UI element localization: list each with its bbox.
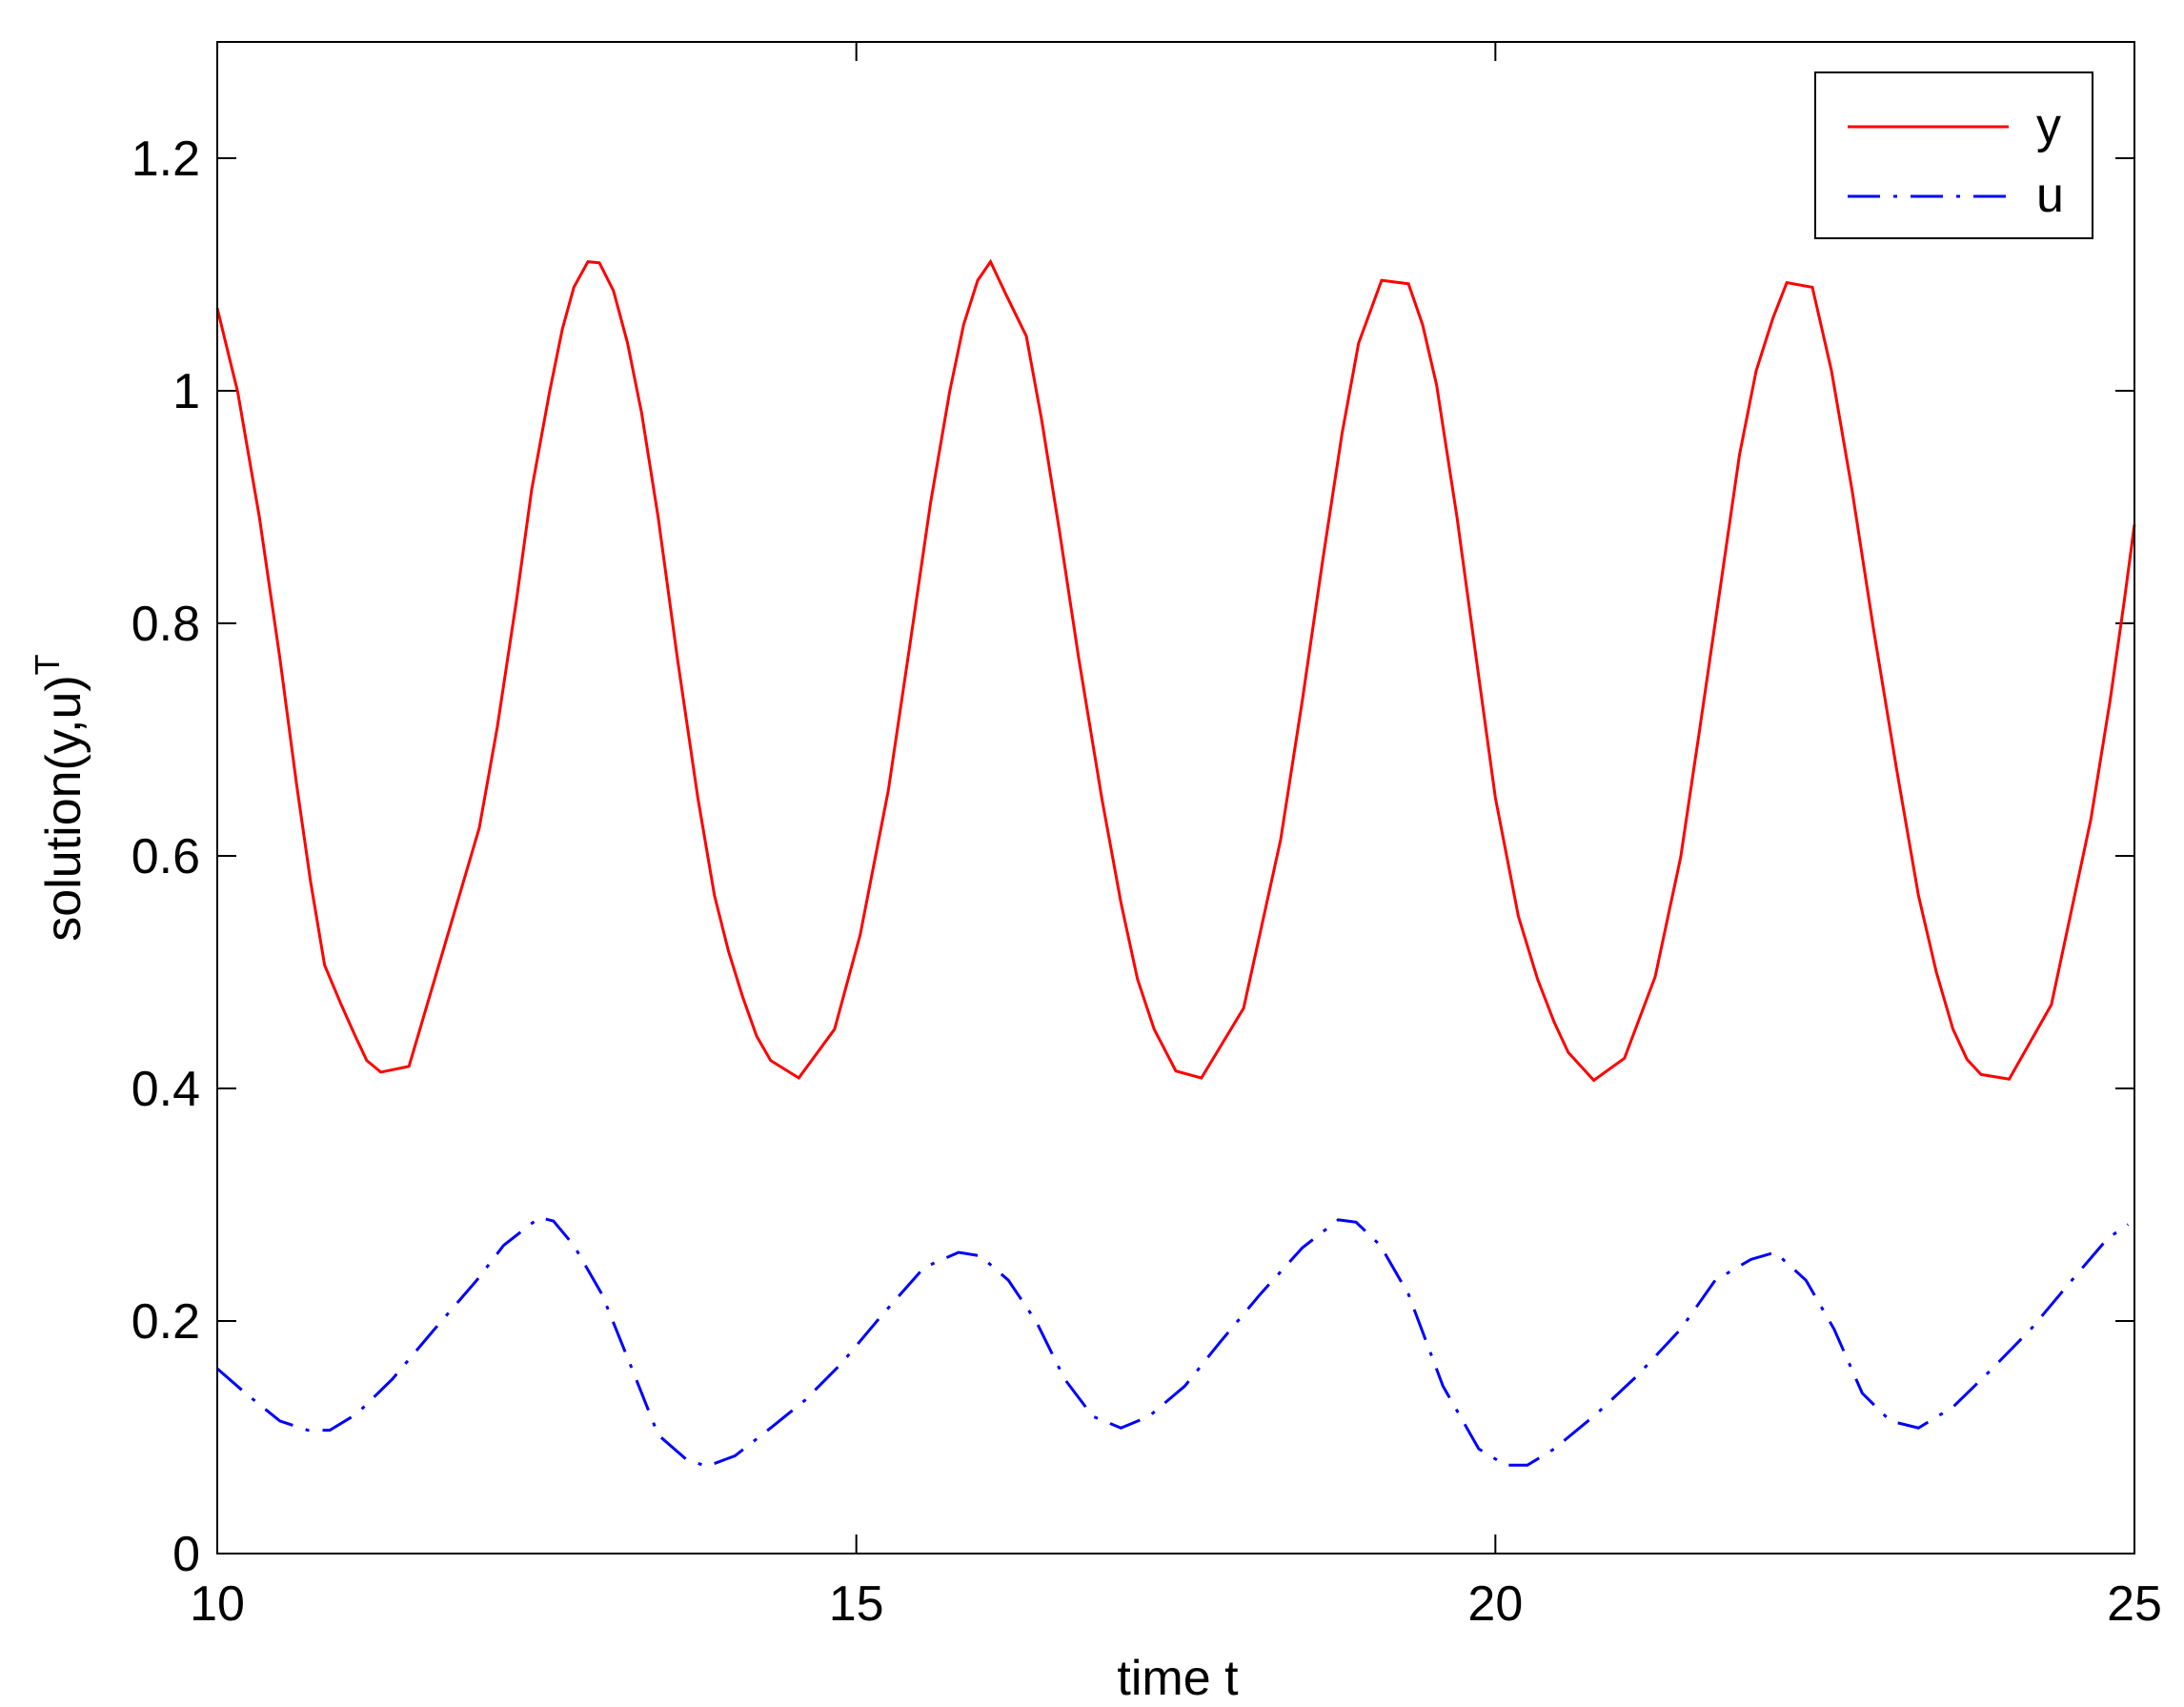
x-axis-label: time t [1117, 1651, 1239, 1706]
x-tick-label: 25 [2107, 1576, 2162, 1632]
y-tick-label: 1 [172, 364, 200, 419]
legend-box [1814, 71, 2093, 239]
y-tick-label: 0.4 [131, 1062, 200, 1117]
x-tick-label: 15 [829, 1576, 884, 1632]
x-tick-label: 10 [190, 1576, 245, 1632]
y-tick-label: 0.6 [131, 829, 200, 884]
x-tick-label: 20 [1467, 1576, 1523, 1632]
y-axis-label-superscript: T [28, 654, 67, 675]
legend-label: u [2036, 168, 2064, 223]
line-series [216, 1215, 2130, 1469]
y-axis-label-main: solution(y,u) [36, 675, 91, 941]
y-axis-label: solution(y,u)T [28, 654, 91, 941]
line-series [215, 258, 2136, 1083]
y-tick-label: 1.2 [131, 132, 200, 187]
y-tick-label: 0.2 [131, 1294, 200, 1350]
plot-frame [216, 41, 2135, 1555]
y-tick-label: 0.8 [131, 597, 200, 652]
legend-label: y [2036, 98, 2061, 153]
y-tick-label: 0 [172, 1527, 200, 1582]
